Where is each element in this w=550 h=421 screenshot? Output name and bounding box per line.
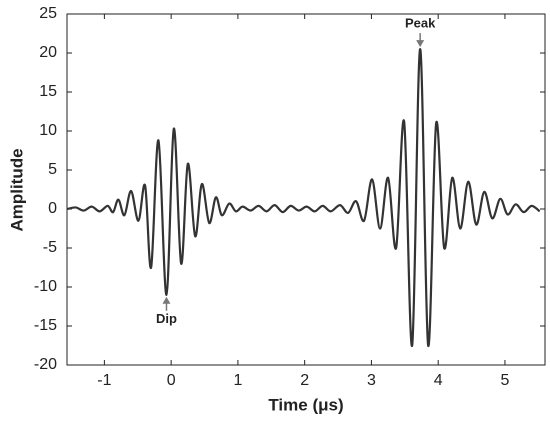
y-tick-label: 15 [39,83,57,100]
x-tick-label: 0 [167,372,176,389]
annotation-label: Peak [405,16,436,31]
y-tick-label: -10 [34,278,57,295]
annotation-arrowhead [416,40,425,48]
x-tick-label: 5 [500,372,509,389]
y-axis-label: Amplitude [7,148,26,231]
x-tick-label: -1 [97,372,111,389]
annotation-arrowhead [162,296,171,304]
x-axis-label: Time (μs) [268,395,343,414]
x-tick-label: 2 [300,372,309,389]
x-tick-label: 4 [434,372,443,389]
x-tick-label: 3 [367,372,376,389]
x-tick-label: 1 [233,372,242,389]
annotation-label: Dip [156,311,177,326]
y-tick-label: -5 [43,239,57,256]
y-tick-label: -15 [34,317,57,334]
waveform-line [67,48,541,347]
y-tick-label: 0 [48,200,57,217]
y-tick-label: -20 [34,356,57,373]
plot-frame [66,13,546,366]
y-tick-label: 25 [39,5,57,22]
y-tick-label: 10 [39,122,57,139]
y-tick-label: 5 [48,161,57,178]
y-tick-label: 20 [39,44,57,61]
